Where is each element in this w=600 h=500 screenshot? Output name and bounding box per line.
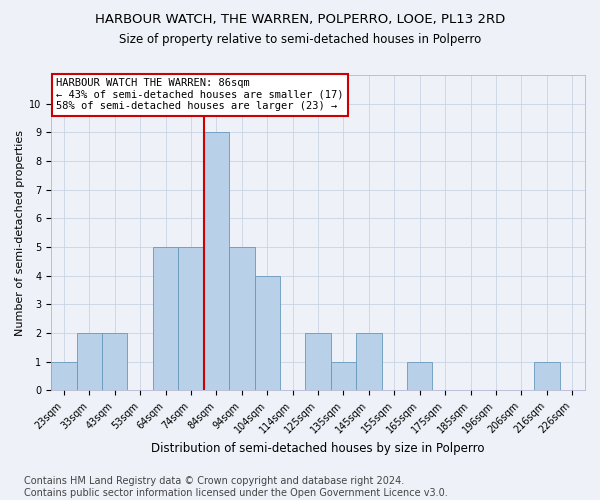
Bar [331,362,356,390]
Bar [153,247,178,390]
Bar [178,247,203,390]
Bar [77,333,102,390]
Text: HARBOUR WATCH THE WARREN: 86sqm
← 43% of semi-detached houses are smaller (17)
5: HARBOUR WATCH THE WARREN: 86sqm ← 43% of… [56,78,344,112]
Text: HARBOUR WATCH, THE WARREN, POLPERRO, LOOE, PL13 2RD: HARBOUR WATCH, THE WARREN, POLPERRO, LOO… [95,12,505,26]
Bar [356,333,382,390]
Bar [254,276,280,390]
Bar [203,132,229,390]
Bar [102,333,127,390]
Bar [51,362,77,390]
Bar [229,247,254,390]
Text: Contains HM Land Registry data © Crown copyright and database right 2024.
Contai: Contains HM Land Registry data © Crown c… [24,476,448,498]
X-axis label: Distribution of semi-detached houses by size in Polperro: Distribution of semi-detached houses by … [151,442,485,455]
Bar [305,333,331,390]
Text: Size of property relative to semi-detached houses in Polperro: Size of property relative to semi-detach… [119,32,481,46]
Y-axis label: Number of semi-detached properties: Number of semi-detached properties [15,130,25,336]
Bar [407,362,433,390]
Bar [534,362,560,390]
